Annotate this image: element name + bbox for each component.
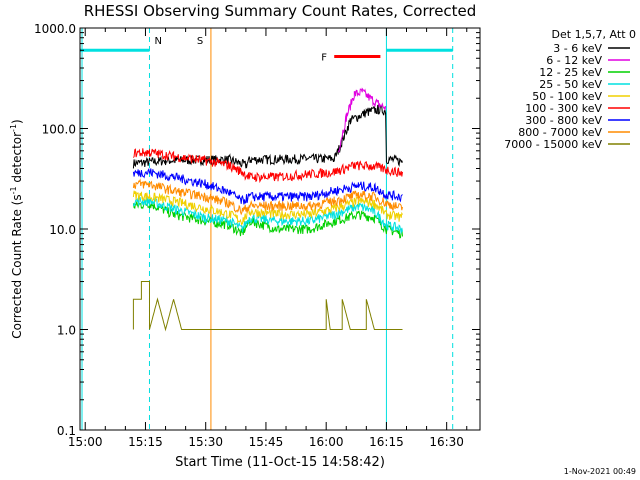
x-tick-label: 15:15 <box>128 435 163 449</box>
y-axis-label-sup: -1 <box>9 186 18 194</box>
series-line-1 <box>337 87 387 153</box>
y-axis-label-main: Corrected Count Rate (s <box>10 194 24 338</box>
legend-header: Det 1,5,7, Att 0 <box>552 28 636 41</box>
footer-timestamp: 1-Nov-2021 00:49 <box>564 467 636 476</box>
legend-entry-label: 300 - 800 keV <box>525 114 602 127</box>
y-tick-label: 1.0 <box>57 324 76 338</box>
y-axis-label: Corrected Count Rate (s-1 detector-1) <box>9 119 24 338</box>
axes: 0.1 1.0 10.0 100.0 1000.0 15:00 15:15 15:30 15:4… <box>34 22 480 449</box>
legend-entry-label: 3 - 6 keV <box>553 42 602 55</box>
y-axis-label-mid: detector <box>10 132 24 187</box>
vertical-marker-label: S <box>197 36 203 47</box>
y-axis-label-close: ) <box>10 119 24 124</box>
legend-entry-label: 100 - 300 keV <box>525 102 602 115</box>
x-tick-label: 16:15 <box>369 435 404 449</box>
y-axis-label-sup2: -1 <box>9 124 18 132</box>
x-tick-label: 16:30 <box>429 435 464 449</box>
legend-entry-label: 50 - 100 keV <box>532 90 602 103</box>
y-tick-label: 0.1 <box>57 424 76 438</box>
x-tick-label: 15:00 <box>68 435 103 449</box>
x-axis-label: Start Time (11-Oct-15 14:58:42) <box>175 455 385 470</box>
legend-entry-label: 25 - 50 keV <box>539 78 602 91</box>
x-tick-label: 15:45 <box>249 435 284 449</box>
legend-entry-label: 6 - 12 keV <box>546 54 602 67</box>
series-line-3 <box>132 196 403 234</box>
legend-entry-label: 800 - 7000 keV <box>518 126 602 139</box>
series-line-2 <box>132 198 403 239</box>
series-line-8 <box>132 281 403 332</box>
flare-label: F <box>321 53 327 64</box>
series-line-5 <box>132 148 403 184</box>
x-tick-label: 15:30 <box>188 435 223 449</box>
y-tick-label: 100.0 <box>42 123 76 137</box>
plot-area: S N F <box>80 28 454 430</box>
x-tick-label: 16:00 <box>309 435 344 449</box>
legend-entry-label: 12 - 25 keV <box>539 66 602 79</box>
chart-title: RHESSI Observing Summary Count Rates, Co… <box>84 2 477 20</box>
y-tick-label: 10.0 <box>49 223 76 237</box>
vertical-marker-label: N <box>154 36 161 47</box>
series-line-6 <box>132 167 403 205</box>
legend-entry-label: 7000 - 15000 keV <box>504 138 602 151</box>
series-line-7 <box>132 178 403 216</box>
y-tick-label: 1000.0 <box>34 22 76 36</box>
